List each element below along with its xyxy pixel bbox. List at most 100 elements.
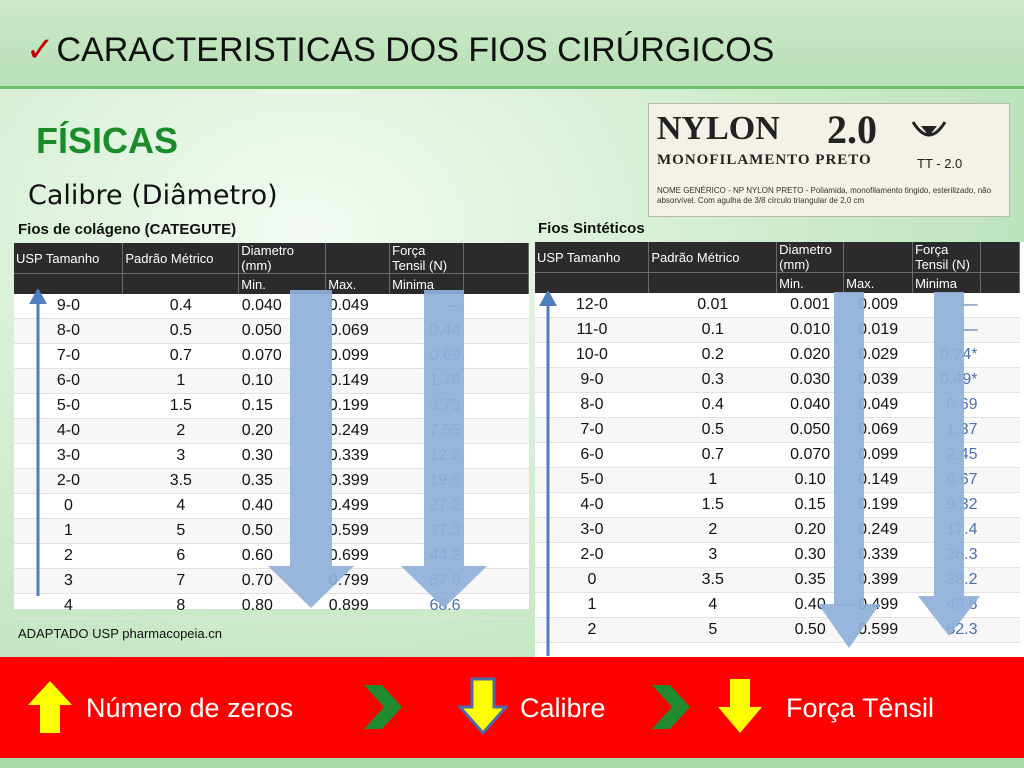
table-cell: 0.030: [776, 367, 844, 393]
table-row: 1 5 0.50 0.599 37.3: [14, 518, 529, 544]
table-cell: 9.32: [912, 492, 981, 518]
table-cell: 0.5: [122, 318, 239, 344]
table-cell: 11-0: [535, 317, 649, 343]
down-arrow-icon: [718, 679, 762, 733]
table-cell: 1.5: [122, 393, 239, 419]
table-cell: 3-0: [14, 443, 123, 469]
table-cell: 6-0: [14, 368, 123, 394]
table-cell: 0.40: [238, 493, 326, 519]
table-cell: 0.070: [238, 343, 326, 369]
table-cell: 0.60: [238, 543, 326, 569]
table-row: 9-0 0.3 0.030 0.039 0.49*: [535, 367, 1020, 393]
header-cell: Força Tensil (N): [912, 242, 982, 273]
slide-title-text: CARACTERISTICAS DOS FIOS CIRÚRGICOS: [56, 31, 775, 69]
table-cell-empty: [980, 342, 1020, 368]
table-cell: 2: [648, 517, 777, 543]
table-cell: 0.3: [648, 367, 777, 393]
table-cell-empty: [980, 417, 1020, 443]
table-cell-empty: [463, 318, 529, 344]
table-cell: 0.899: [325, 593, 390, 619]
subheader-cell: Max.: [325, 273, 391, 294]
table-row: 5-0 1 0.10 0.149 6.67: [535, 467, 1020, 493]
table-cell: 3: [122, 443, 239, 469]
table-cell: 0.7: [648, 442, 777, 468]
table-row: 0 4 0.40 0.499 27.2: [14, 493, 529, 519]
table-cell: 0.69: [912, 392, 981, 418]
table-cell: 0.020: [776, 342, 844, 368]
header-cell: USP Tamanho: [14, 243, 124, 274]
table-cell: 1: [122, 368, 239, 394]
table-cell: 1: [14, 518, 123, 544]
table-cell-empty: [463, 443, 529, 469]
table-cell: 3.73: [389, 393, 464, 419]
table-cell: 37.3: [389, 518, 464, 544]
table-cell: 3: [648, 542, 777, 568]
table-row: 2 5 0.50 0.599 62.3: [535, 617, 1020, 643]
table-cell: 0.019: [843, 317, 913, 343]
table-cell: 5-0: [535, 467, 649, 493]
subheader-cell: Min.: [776, 272, 845, 293]
table-cell: 0.01: [648, 293, 777, 318]
table-cell-empty: [980, 317, 1020, 343]
table-cell: 7-0: [535, 417, 649, 443]
table-cell: 0.70: [238, 568, 326, 594]
table-cell: 0.499: [325, 493, 390, 519]
table-cell: 1: [535, 592, 649, 618]
table-cell: 9-0: [14, 294, 123, 319]
table-cell: 0.249: [843, 517, 913, 543]
subtitle: FÍSICAS: [36, 120, 179, 161]
table-row: 11-0 0.1 0.010 0.019—: [535, 317, 1020, 343]
header-cell: [980, 242, 1020, 273]
table-cell: 0.15: [238, 393, 326, 419]
table-cell: 0.029: [843, 342, 913, 368]
collagen-table: USP Tamanho Padrão Métrico Diametro (mm)…: [14, 243, 529, 619]
table-cell-empty: [980, 442, 1020, 468]
synthetic-table-title: Fios Sintéticos: [538, 220, 645, 237]
table-cell: 3: [14, 568, 123, 594]
table-cell: 1.5: [648, 492, 777, 518]
table-cell: 0.10: [238, 368, 326, 394]
table-cell: 0.149: [843, 467, 913, 493]
table-cell: 3.5: [648, 567, 777, 593]
subheader-cell: [980, 272, 1020, 293]
table-cell: 0.20: [776, 517, 844, 543]
table-cell: 7-0: [14, 343, 123, 369]
table-cell: 2: [535, 617, 649, 643]
table-cell: 0.099: [843, 442, 913, 468]
header-cell: Força Tensil (N): [389, 243, 465, 274]
table-cell-empty: [463, 593, 529, 619]
subheader-cell: Max.: [843, 272, 914, 293]
table-row: 5-0 1.5 0.15 0.199 3.73: [14, 393, 529, 419]
table-cell: 68.6: [389, 593, 464, 619]
table-cell: 0.4: [648, 392, 777, 418]
table-cell: —: [912, 317, 981, 343]
table-cell: —: [912, 293, 981, 318]
subheader-cell: [648, 272, 778, 293]
table-cell: 0.49*: [912, 367, 981, 393]
table-cell-empty: [980, 293, 1020, 318]
table-row: 10-0 0.2 0.020 0.029 0.24*: [535, 342, 1020, 368]
table-cell: 0.049: [325, 294, 390, 319]
table-cell: 6: [122, 543, 239, 569]
chevron-right-icon: [652, 685, 690, 729]
table-cell: 0.80: [238, 593, 326, 619]
table-cell: 0.2: [648, 342, 777, 368]
table-cell: 0.5: [648, 417, 777, 443]
table-cell: 2-0: [535, 542, 649, 568]
table-cell: 0.40: [776, 592, 844, 618]
down-arrow-icon: [458, 677, 508, 735]
zeros-label: Número de zeros: [86, 693, 294, 723]
table-cell: 0: [14, 493, 123, 519]
subheader-cell: [122, 273, 240, 294]
source-note: ADAPTADO USP pharmacopeia.cn: [18, 626, 222, 641]
table-cell: 0.049: [843, 392, 913, 418]
subheader-cell: Minima: [389, 273, 465, 294]
table-cell: 0.199: [325, 393, 390, 419]
table-cell: 44.2: [389, 543, 464, 569]
nylon-fine-print: NOME GENÉRICO - NP NYLON PRETO - Poliami…: [657, 186, 992, 205]
table-cell: 4-0: [535, 492, 649, 518]
table-cell: 38.2: [912, 567, 981, 593]
table-cell: 4: [122, 493, 239, 519]
table-row: 4 8 0.80 0.899 68.6: [14, 593, 529, 619]
table-cell-empty: [463, 294, 529, 319]
